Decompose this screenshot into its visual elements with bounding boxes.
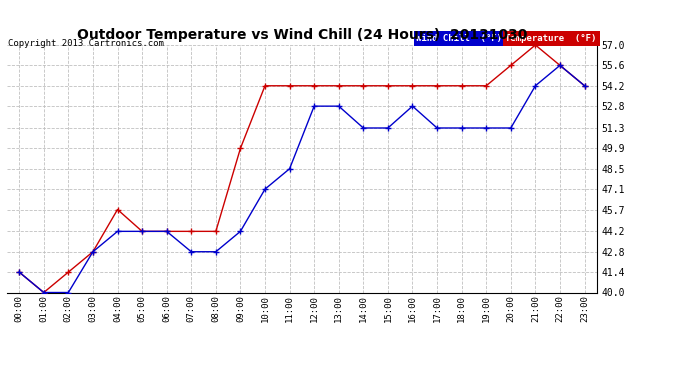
Title: Outdoor Temperature vs Wind Chill (24 Hours)  20131030: Outdoor Temperature vs Wind Chill (24 Ho… <box>77 28 527 42</box>
Text: Wind Chill  (°F): Wind Chill (°F) <box>416 34 502 43</box>
Text: Copyright 2013 Cartronics.com: Copyright 2013 Cartronics.com <box>8 39 164 48</box>
Text: Temperature  (°F): Temperature (°F) <box>506 34 597 43</box>
